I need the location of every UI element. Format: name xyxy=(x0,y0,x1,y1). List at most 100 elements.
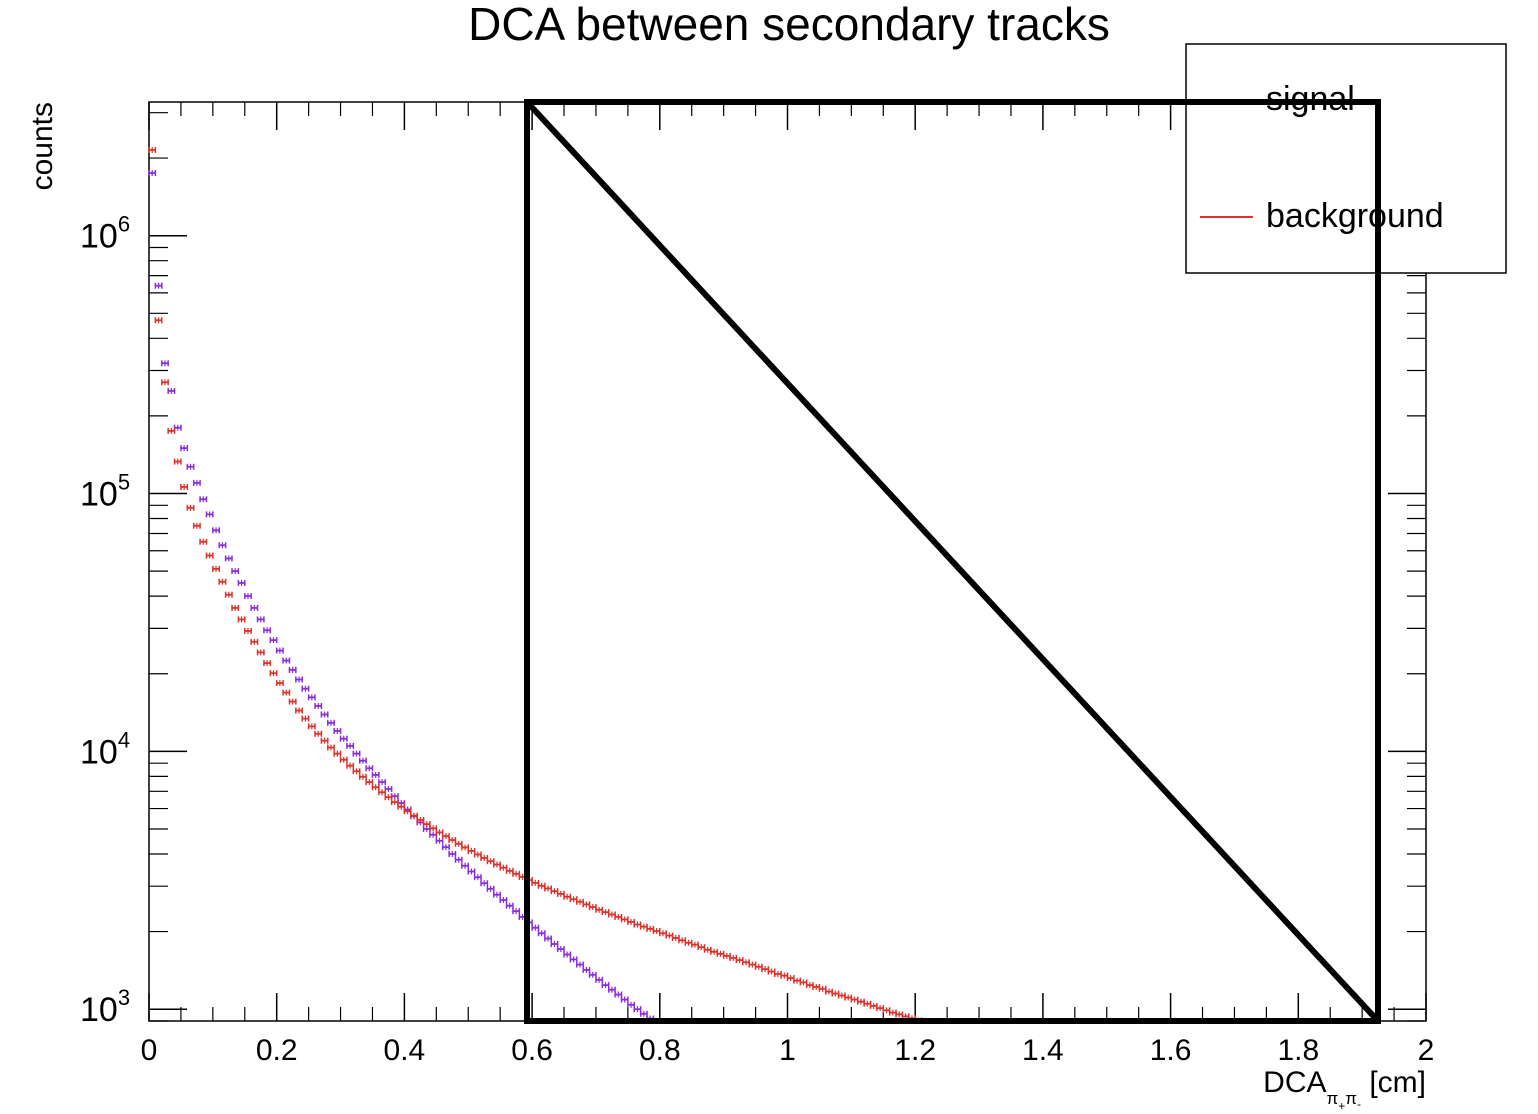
data-point xyxy=(576,961,584,968)
data-point xyxy=(288,666,297,673)
data-point xyxy=(569,956,578,963)
chart-title: DCA between secondary tracks xyxy=(468,0,1110,50)
data-point xyxy=(767,968,776,975)
x-axis-label: DCAπ+π- [cm] xyxy=(1263,1066,1426,1113)
data-point xyxy=(454,856,463,863)
data-point xyxy=(531,924,540,931)
data-point xyxy=(754,963,763,970)
data-point xyxy=(710,948,719,955)
data-point xyxy=(390,799,399,806)
data-point xyxy=(231,604,240,611)
data-point xyxy=(825,988,833,995)
data-point xyxy=(486,858,495,865)
data-point xyxy=(301,715,310,722)
data-point xyxy=(212,527,220,534)
data-point xyxy=(365,765,374,772)
data-point xyxy=(780,972,789,979)
data-point xyxy=(556,946,565,953)
data-point xyxy=(390,793,399,800)
data-point xyxy=(461,844,469,851)
data-point xyxy=(173,424,182,431)
data-point xyxy=(563,893,572,900)
data-point xyxy=(263,627,272,634)
data-point xyxy=(429,825,438,832)
data-point xyxy=(397,803,406,810)
data-point xyxy=(607,911,616,918)
data-point xyxy=(512,870,521,877)
data-point xyxy=(722,952,731,959)
data-point xyxy=(569,896,578,903)
data-point xyxy=(659,930,667,937)
data-point xyxy=(473,851,482,858)
data-point xyxy=(320,737,329,744)
data-point xyxy=(652,928,661,935)
data-point xyxy=(378,789,386,796)
data-point xyxy=(205,552,214,559)
data-point xyxy=(237,616,246,623)
data-point xyxy=(307,694,316,701)
data-point xyxy=(384,785,393,792)
data-point xyxy=(167,427,176,434)
data-point xyxy=(161,379,169,386)
data-point xyxy=(327,719,335,726)
legend-box xyxy=(1185,43,1507,274)
data-point xyxy=(282,657,291,664)
data-point xyxy=(218,578,227,585)
data-point xyxy=(818,985,827,992)
data-point xyxy=(512,908,521,915)
x-tick-label: 1.8 xyxy=(1277,1034,1319,1067)
data-point xyxy=(352,750,361,757)
series-background xyxy=(148,146,923,1024)
data-point xyxy=(371,771,380,778)
data-point xyxy=(448,850,457,857)
data-point xyxy=(869,1002,878,1009)
data-point xyxy=(250,638,259,645)
data-point xyxy=(614,913,623,920)
annotation-diagonal xyxy=(524,99,1381,1024)
data-point xyxy=(793,977,802,984)
data-point xyxy=(358,773,367,780)
data-point xyxy=(435,837,444,844)
annotation-rectangle xyxy=(524,99,1381,1024)
data-point xyxy=(563,951,572,958)
data-point xyxy=(244,627,252,634)
data-point xyxy=(601,909,610,916)
x-axis-ticks: 0 0.2 0.4 0.6 0.8 1 1.2 1.4 1.6 1.8 2 xyxy=(141,102,1434,1067)
data-point xyxy=(256,649,265,656)
data-point xyxy=(505,902,514,909)
data-point xyxy=(301,685,310,692)
data-point xyxy=(595,976,604,983)
data-point xyxy=(250,604,259,611)
data-point xyxy=(697,944,706,951)
data-point xyxy=(461,862,469,869)
data-point xyxy=(205,511,214,518)
data-point xyxy=(148,146,157,153)
data-point xyxy=(454,840,463,847)
data-point xyxy=(582,966,591,973)
data-point xyxy=(486,885,495,892)
data-point xyxy=(837,992,846,999)
data-point xyxy=(224,591,233,598)
data-point xyxy=(863,1000,872,1007)
data-point xyxy=(212,565,220,572)
data-point xyxy=(161,360,169,367)
x-tick-label: 0 xyxy=(141,1034,158,1067)
data-point xyxy=(639,1010,648,1017)
data-point xyxy=(365,779,374,786)
data-point xyxy=(282,689,291,696)
data-point xyxy=(231,568,240,575)
y-tick-label: 103 xyxy=(80,985,130,1029)
data-point xyxy=(620,916,629,923)
data-point xyxy=(786,975,795,982)
data-point xyxy=(531,879,540,886)
x-tick-label: 0.8 xyxy=(639,1034,681,1067)
data-point xyxy=(544,935,553,942)
data-point xyxy=(576,898,584,905)
data-point xyxy=(888,1009,897,1016)
data-point xyxy=(346,742,355,749)
data-point xyxy=(761,966,770,973)
data-point xyxy=(633,921,642,928)
data-point xyxy=(441,833,450,840)
data-point xyxy=(186,504,195,511)
data-point xyxy=(358,757,367,764)
